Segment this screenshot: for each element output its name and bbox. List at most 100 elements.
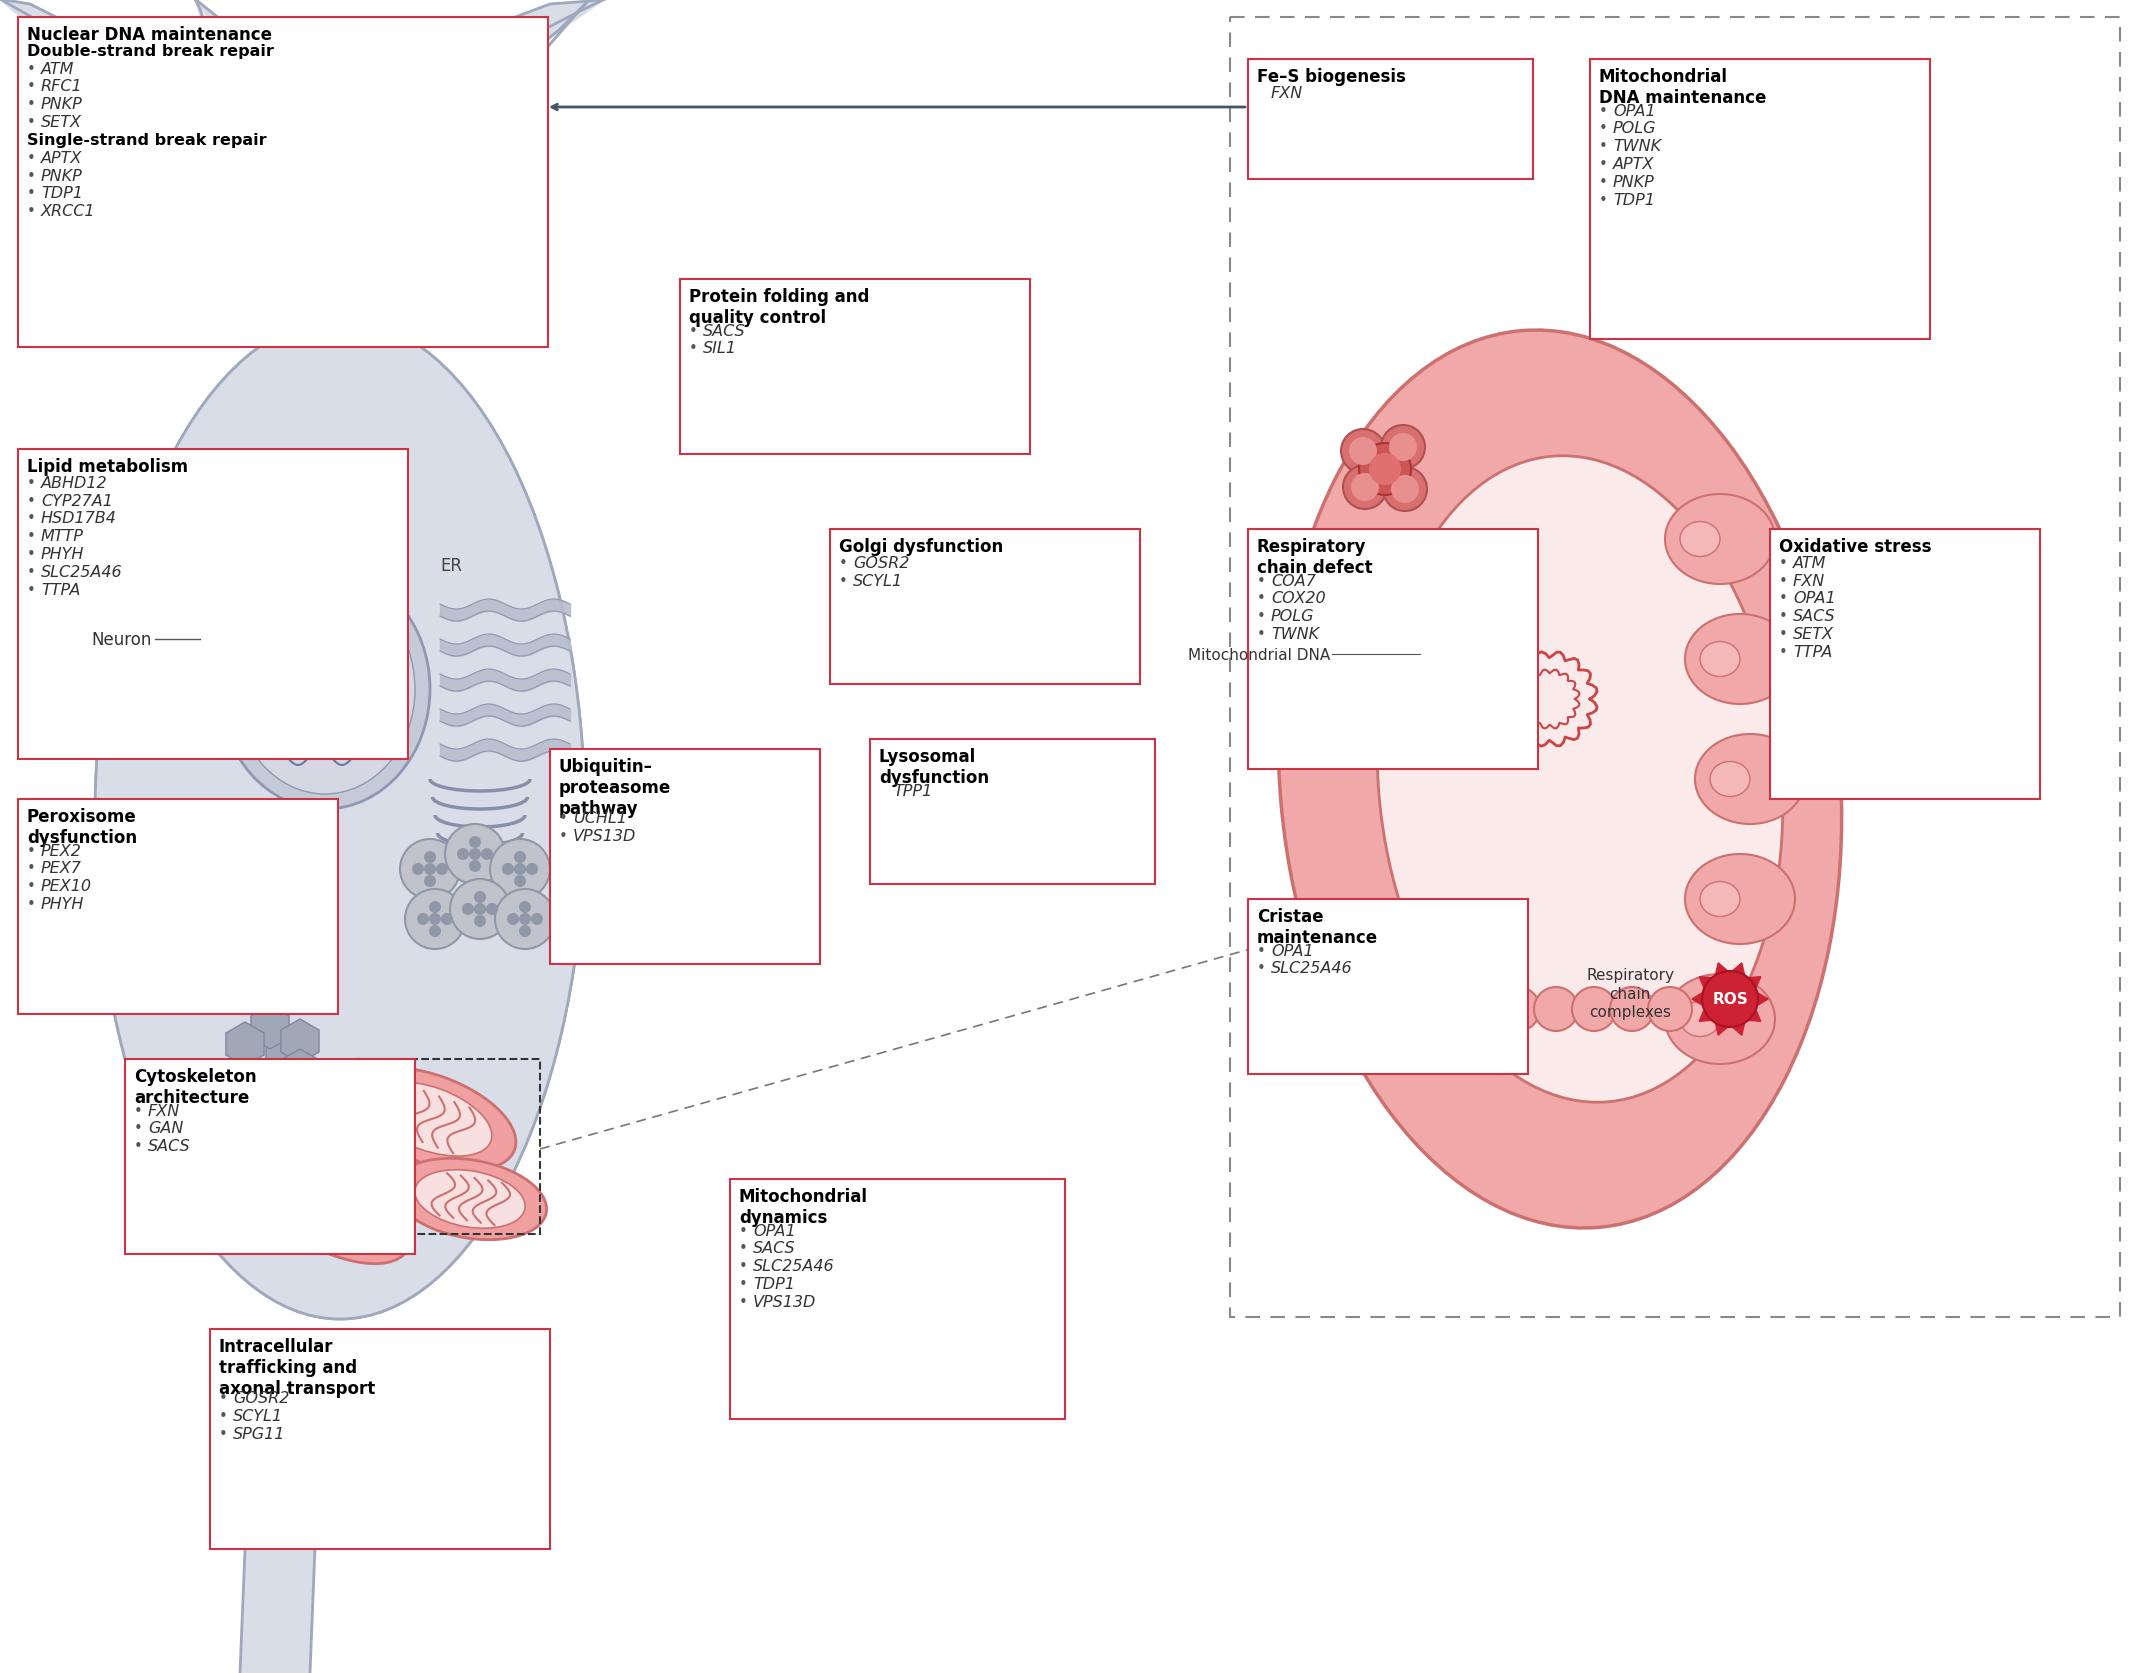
- Ellipse shape: [246, 918, 284, 937]
- Text: ATM: ATM: [41, 62, 75, 77]
- Text: ROS: ROS: [1712, 992, 1749, 1007]
- Text: •: •: [220, 1427, 228, 1440]
- Text: •: •: [739, 1276, 747, 1292]
- Text: •: •: [28, 878, 36, 893]
- Ellipse shape: [246, 957, 284, 975]
- Circle shape: [450, 880, 510, 940]
- Text: OPA1: OPA1: [1793, 591, 1836, 606]
- Polygon shape: [1693, 992, 1729, 999]
- Circle shape: [470, 848, 480, 860]
- Text: SETX: SETX: [1793, 627, 1834, 642]
- Polygon shape: [1699, 999, 1729, 1022]
- Text: •: •: [28, 512, 36, 527]
- Text: APTX: APTX: [1614, 157, 1655, 172]
- Text: •: •: [690, 323, 698, 338]
- Text: PNKP: PNKP: [1614, 176, 1655, 189]
- Text: •: •: [1258, 944, 1266, 959]
- Text: •: •: [739, 1223, 747, 1238]
- Text: VPS13D: VPS13D: [572, 828, 636, 843]
- Text: •: •: [28, 475, 36, 490]
- Ellipse shape: [1699, 642, 1740, 678]
- Circle shape: [436, 863, 448, 875]
- Text: COX20: COX20: [1270, 591, 1326, 606]
- Text: SACS: SACS: [1793, 609, 1836, 624]
- Text: Peroxisome
dysfunction: Peroxisome dysfunction: [28, 808, 137, 847]
- Circle shape: [425, 875, 436, 887]
- Text: •: •: [220, 1390, 228, 1405]
- Text: SIL1: SIL1: [702, 341, 737, 356]
- Polygon shape: [1729, 999, 1742, 1036]
- Polygon shape: [421, 0, 604, 130]
- Bar: [17, 800, 337, 1014]
- Polygon shape: [1729, 999, 1744, 1036]
- Text: •: •: [28, 494, 36, 509]
- Circle shape: [491, 840, 551, 900]
- Circle shape: [470, 836, 480, 848]
- Text: •: •: [1258, 627, 1266, 642]
- Text: •: •: [690, 341, 698, 356]
- Text: MTTP: MTTP: [41, 529, 83, 544]
- Text: APTX: APTX: [41, 151, 83, 166]
- Text: GOSR2: GOSR2: [233, 1390, 290, 1405]
- Bar: [1770, 530, 2041, 800]
- Circle shape: [1349, 438, 1377, 465]
- Ellipse shape: [1665, 974, 1774, 1064]
- Text: POLG: POLG: [1270, 609, 1315, 624]
- Text: Mitochondrial DNA: Mitochondrial DNA: [1187, 647, 1330, 663]
- Text: Mitochondrial
dynamics: Mitochondrial dynamics: [739, 1188, 869, 1226]
- Text: •: •: [28, 97, 36, 112]
- Polygon shape: [1719, 964, 1729, 999]
- Ellipse shape: [246, 945, 284, 962]
- Text: Cytoskeleton
architecture: Cytoskeleton architecture: [135, 1067, 256, 1106]
- Ellipse shape: [414, 1169, 525, 1228]
- Text: •: •: [1258, 574, 1266, 589]
- Text: •: •: [1258, 960, 1266, 975]
- Ellipse shape: [1680, 522, 1721, 557]
- Text: SACS: SACS: [702, 323, 745, 338]
- Text: Cristae
maintenance: Cristae maintenance: [1258, 907, 1377, 947]
- Text: TDP1: TDP1: [1614, 192, 1655, 207]
- Polygon shape: [1714, 964, 1729, 999]
- Circle shape: [1571, 987, 1616, 1031]
- Circle shape: [525, 863, 538, 875]
- Text: •: •: [839, 555, 848, 570]
- Text: ABHD12: ABHD12: [41, 475, 107, 490]
- Ellipse shape: [228, 1118, 382, 1240]
- Bar: [551, 750, 820, 964]
- Text: •: •: [28, 62, 36, 77]
- Text: PNKP: PNKP: [41, 169, 83, 184]
- Ellipse shape: [1710, 761, 1751, 796]
- Text: Respiratory
chain defect: Respiratory chain defect: [1258, 537, 1373, 577]
- Text: UCHL1: UCHL1: [572, 811, 628, 826]
- Text: •: •: [1778, 609, 1787, 624]
- Circle shape: [519, 913, 532, 925]
- Text: Nucleus: Nucleus: [292, 636, 359, 654]
- Ellipse shape: [1685, 614, 1796, 704]
- Text: Mitochondrial
DNA maintenance: Mitochondrial DNA maintenance: [1599, 69, 1766, 107]
- Circle shape: [1390, 433, 1418, 462]
- Circle shape: [502, 863, 515, 875]
- Polygon shape: [1729, 977, 1761, 999]
- Circle shape: [1360, 443, 1411, 495]
- Text: •: •: [28, 547, 36, 562]
- Circle shape: [487, 903, 497, 915]
- Ellipse shape: [199, 1094, 412, 1263]
- Ellipse shape: [344, 1067, 517, 1171]
- Text: PNKP: PNKP: [41, 97, 83, 112]
- Ellipse shape: [1665, 495, 1774, 584]
- Text: •: •: [739, 1241, 747, 1256]
- Polygon shape: [1714, 999, 1729, 1036]
- Ellipse shape: [1680, 1002, 1721, 1037]
- Text: •: •: [1778, 591, 1787, 606]
- Text: SACS: SACS: [754, 1241, 796, 1256]
- Circle shape: [425, 863, 436, 875]
- Circle shape: [515, 875, 525, 887]
- Polygon shape: [1699, 999, 1729, 1022]
- Text: SLC25A46: SLC25A46: [41, 564, 122, 579]
- Bar: [869, 739, 1155, 885]
- Text: SACS: SACS: [147, 1139, 190, 1154]
- Circle shape: [474, 892, 487, 903]
- Text: SCYL1: SCYL1: [233, 1409, 284, 1424]
- Text: PHYH: PHYH: [41, 897, 85, 912]
- Text: Oxidative stress: Oxidative stress: [1778, 537, 1932, 555]
